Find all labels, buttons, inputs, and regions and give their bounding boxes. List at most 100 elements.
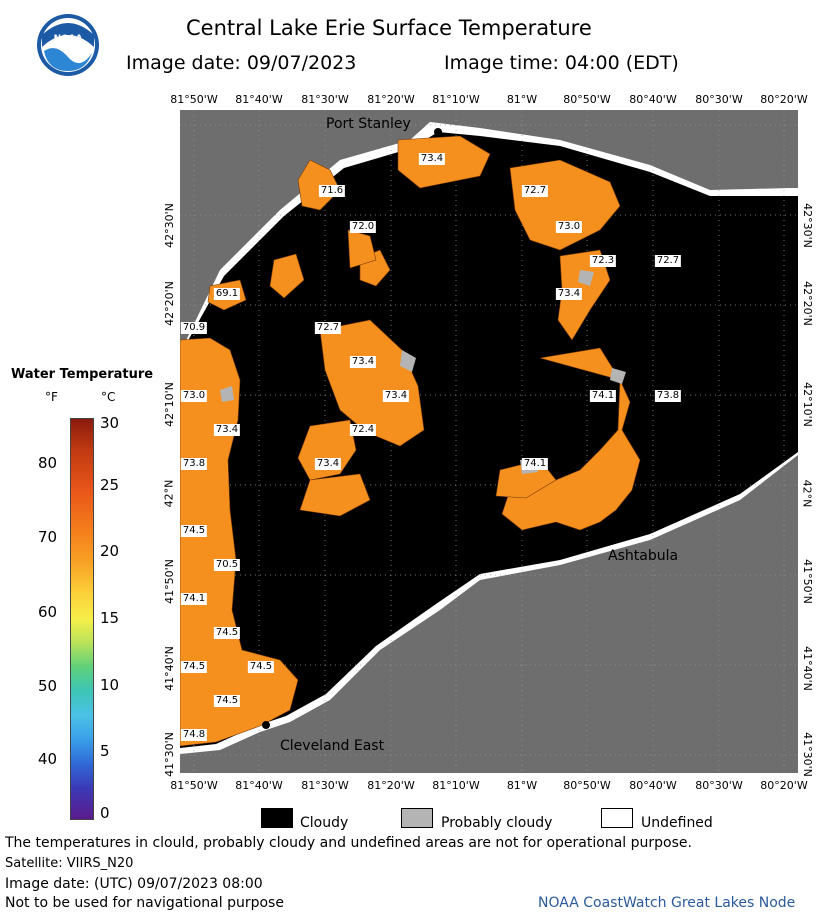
lat-tick-right: 42°30'N [800, 203, 814, 248]
colorbar-f-tick: 50 [38, 677, 58, 695]
temp-value-label: 73.0 [555, 221, 583, 233]
map-area[interactable]: Port Stanley Ashtabula Cleveland East 73… [180, 110, 798, 773]
lon-tick-bottom: 81°50'W [170, 779, 218, 792]
lon-tick-bottom: 81°10'W [432, 779, 480, 792]
lon-tick-bottom: 81°W [506, 779, 538, 792]
svg-text:NOAA: NOAA [54, 34, 83, 44]
temp-value-label: 74.1 [521, 458, 549, 470]
temp-value-label: 72.0 [349, 221, 377, 233]
legend-swatch-cloudy [261, 808, 293, 828]
temp-value-label: 74.5 [213, 695, 241, 707]
port-stanley-marker [434, 128, 442, 136]
footer-credit: NOAA CoastWatch Great Lakes Node [538, 895, 796, 911]
colorbar-c-tick: 30 [100, 414, 120, 432]
footer-navigation-warning: Not to be used for navigational purpose [5, 895, 284, 911]
legend-unit-f: °F [45, 390, 58, 404]
colorbar-c-tick: 5 [100, 742, 110, 760]
lat-tick-right: 41°40'N [800, 646, 814, 691]
lat-tick-left: 41°30'N [162, 732, 176, 777]
colorbar-f-tick: 80 [38, 454, 58, 472]
colorbar-c-tick: 15 [100, 609, 120, 627]
lon-tick-top: 81°40'W [235, 93, 283, 106]
temp-value-label: 73.4 [213, 424, 241, 436]
lat-tick-left: 42°30'N [162, 203, 176, 248]
lon-tick-top: 81°W [506, 93, 538, 106]
legend-label-cloudy: Cloudy [300, 815, 349, 831]
temp-value-label: 71.6 [318, 185, 346, 197]
legend-label-probably-cloudy: Probably cloudy [441, 815, 553, 831]
footer-image-date: Image date: (UTC) 09/07/2023 08:00 [5, 876, 263, 892]
lon-tick-bottom: 81°40'W [235, 779, 283, 792]
temp-value-label: 73.4 [349, 356, 377, 368]
lon-tick-top: 81°30'W [301, 93, 349, 106]
temp-value-label: 70.5 [213, 559, 241, 571]
lat-tick-left: 42°10'N [162, 382, 176, 427]
temp-value-label: 73.4 [382, 390, 410, 402]
temp-value-label: 72.4 [349, 424, 377, 436]
legend-label-undefined: Undefined [641, 815, 713, 831]
legend-unit-c: °C [101, 390, 116, 404]
land-notch [740, 110, 798, 180]
temp-value-label: 73.8 [654, 390, 682, 402]
lon-tick-bottom: 81°30'W [301, 779, 349, 792]
temp-value-label: 72.7 [654, 255, 682, 267]
lon-tick-top: 81°20'W [367, 93, 415, 106]
temp-value-label: 73.4 [555, 288, 583, 300]
lat-tick-left: 41°40'N [162, 646, 176, 691]
lat-tick-left: 42°20'N [162, 281, 176, 326]
colorbar-f-tick: 60 [38, 603, 58, 621]
temp-value-label: 74.5 [180, 525, 208, 537]
temp-value-label: 73.0 [180, 390, 208, 402]
lon-tick-top: 80°50'W [563, 93, 611, 106]
cleveland-marker [262, 721, 270, 729]
noaa-logo: NOAA [36, 13, 100, 77]
temp-value-label: 73.4 [314, 458, 342, 470]
place-ashtabula: Ashtabula [608, 548, 679, 564]
lat-tick-left: 42°N [162, 479, 176, 508]
legend-title: Water Temperature [11, 367, 154, 382]
lon-tick-top: 80°40'W [629, 93, 677, 106]
temp-value-label: 72.7 [521, 185, 549, 197]
temp-value-label: 73.8 [180, 458, 208, 470]
lat-tick-right: 41°50'N [800, 559, 814, 604]
colorbar-f-tick: 70 [38, 528, 58, 546]
temp-value-label: 69.1 [213, 288, 241, 300]
colorbar-c-tick: 10 [100, 676, 120, 694]
lon-tick-bottom: 80°50'W [563, 779, 611, 792]
graticule [180, 110, 798, 773]
lat-tick-right: 42°20'N [800, 281, 814, 326]
lon-tick-bottom: 80°40'W [629, 779, 677, 792]
lon-tick-top: 81°10'W [432, 93, 480, 106]
map-title: Central Lake Erie Surface Temperature [186, 16, 592, 40]
lon-tick-top: 81°50'W [170, 93, 218, 106]
lon-tick-bottom: 81°20'W [367, 779, 415, 792]
footer-note: The temperatures in clould, probably clo… [5, 835, 692, 851]
legend-swatch-undefined [601, 808, 633, 828]
colorbar-f-tick: 40 [38, 750, 58, 768]
lon-tick-top: 80°30'W [695, 93, 743, 106]
place-port-stanley: Port Stanley [326, 116, 411, 132]
temp-value-label: 74.8 [180, 729, 208, 741]
lon-tick-bottom: 80°30'W [695, 779, 743, 792]
temp-value-label: 74.5 [180, 661, 208, 673]
lake-map-svg [180, 110, 798, 773]
colorbar-c-tick: 20 [100, 542, 120, 560]
image-date-label: Image date: 09/07/2023 [126, 52, 357, 74]
lat-tick-right: 42°N [800, 479, 814, 508]
temp-value-label: 74.1 [589, 390, 617, 402]
image-time-label: Image time: 04:00 (EDT) [444, 52, 679, 74]
temp-value-label: 72.3 [589, 255, 617, 267]
lat-tick-left: 41°50'N [162, 559, 176, 604]
ashtabula-marker [602, 528, 610, 536]
temp-value-label: 74.5 [247, 661, 275, 673]
lon-tick-bottom: 80°20'W [760, 779, 808, 792]
legend-swatch-probably-cloudy [401, 808, 433, 828]
temp-value-label: 74.5 [213, 627, 241, 639]
lat-tick-right: 41°30'N [800, 732, 814, 777]
lat-tick-right: 42°10'N [800, 382, 814, 427]
temp-value-label: 73.4 [418, 153, 446, 165]
place-cleveland-east: Cleveland East [280, 738, 385, 754]
cloudy-region [180, 132, 798, 748]
colorbar-c-tick: 0 [100, 804, 110, 822]
temperature-colorbar [70, 418, 94, 820]
